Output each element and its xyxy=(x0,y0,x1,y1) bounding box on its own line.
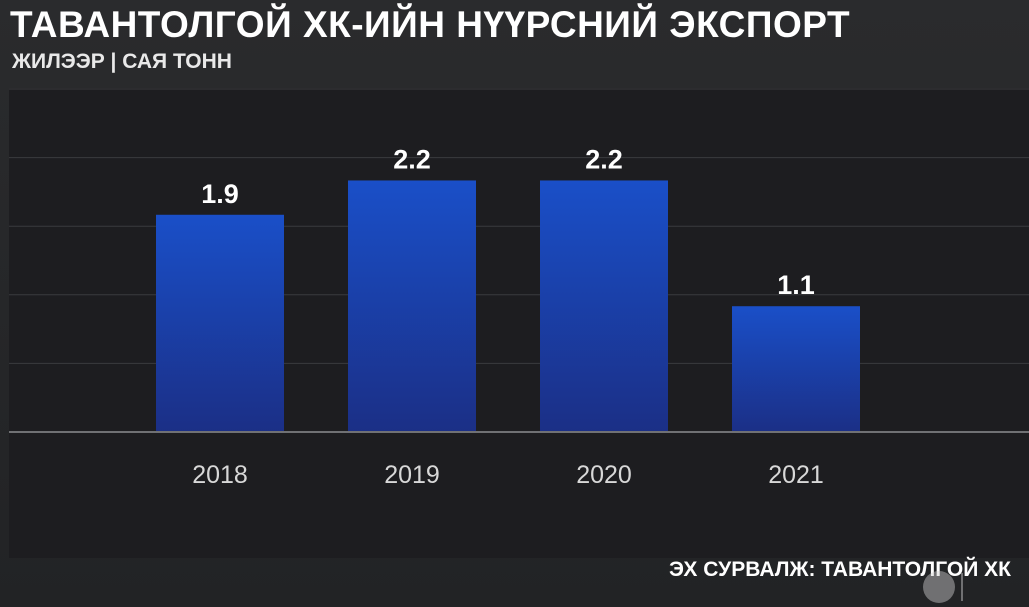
source-note: ЭХ СУРВАЛЖ: ТАВАНТОЛГОЙ ХК xyxy=(669,558,1011,581)
bar-2021 xyxy=(732,306,860,432)
x-tick-label-2021: 2021 xyxy=(768,461,824,489)
data-label-2019: 2.2 xyxy=(393,144,431,174)
watermark-logo-icon xyxy=(923,565,1023,605)
plot-area: 1.9 2.2 2.2 1.1 2018 2019 2020 2021 xyxy=(9,88,1029,558)
x-tick-label-2019: 2019 xyxy=(384,461,440,489)
x-tick-label-2018: 2018 xyxy=(192,461,248,489)
data-label-2018: 1.9 xyxy=(201,179,239,209)
bar-2020 xyxy=(540,180,668,432)
bar-2018 xyxy=(156,214,284,432)
chart-title: ТАВАНТОЛГОЙ ХК-ИЙН НҮҮРСНИЙ ЭКСПОРТ xyxy=(10,4,851,45)
x-tick-label-2020: 2020 xyxy=(576,461,632,489)
x-tick-labels: 2018 2019 2020 2021 xyxy=(192,461,824,489)
bars xyxy=(156,180,860,432)
chart-subtitle: ЖИЛЭЭР | САЯ ТОНН xyxy=(12,50,232,73)
data-labels: 1.9 2.2 2.2 1.1 xyxy=(201,144,815,300)
bar-chart: 1.9 2.2 2.2 1.1 2018 2019 2020 2021 xyxy=(9,88,1029,489)
bar-2019 xyxy=(348,180,476,432)
data-label-2021: 1.1 xyxy=(777,270,815,300)
data-label-2020: 2.2 xyxy=(585,144,623,174)
